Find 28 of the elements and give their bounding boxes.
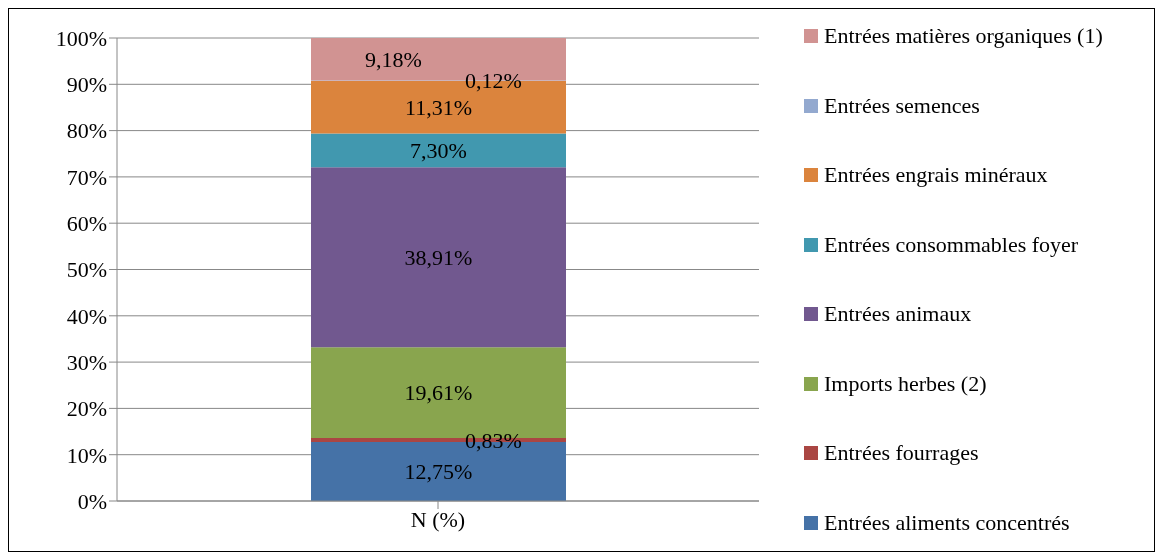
y-tick-label: 100% [55, 25, 107, 51]
data-label: 7,30% [410, 137, 467, 163]
data-label: 12,75% [404, 458, 473, 484]
y-tick-label: 50% [66, 257, 107, 283]
data-label: 9,18% [365, 46, 422, 72]
y-tick-label: 80% [66, 118, 107, 144]
legend-label: Entrées matières organiques (1) [824, 22, 1103, 50]
y-tick-label: 40% [66, 303, 107, 329]
y-tick-label: 90% [66, 72, 107, 98]
y-tick-label: 60% [66, 211, 107, 237]
data-label: 38,91% [404, 244, 473, 270]
y-tick-label: 0% [77, 488, 107, 514]
legend-label: Entrées consommables foyer [824, 230, 1079, 259]
legend-label: Entrées animaux [824, 300, 972, 329]
y-tick-label: 30% [66, 349, 107, 375]
legend-label: Entrées fourrages [824, 439, 979, 468]
y-tick-label: 10% [66, 442, 107, 468]
legend-label: Entrées semences [824, 91, 980, 120]
data-label: 19,61% [404, 380, 473, 406]
legend-label: Imports herbes (2) [824, 369, 987, 398]
bar [311, 133, 566, 168]
legend-label: Entrées engrais minéraux [824, 161, 1048, 190]
x-tick-label: N (%) [410, 506, 466, 532]
y-tick-label: 70% [66, 164, 107, 190]
bar [311, 167, 566, 348]
legend-label: Entrées aliments concentrés [824, 508, 1070, 537]
y-tick-label: 20% [66, 396, 107, 422]
data-label: 11,31% [404, 94, 473, 120]
